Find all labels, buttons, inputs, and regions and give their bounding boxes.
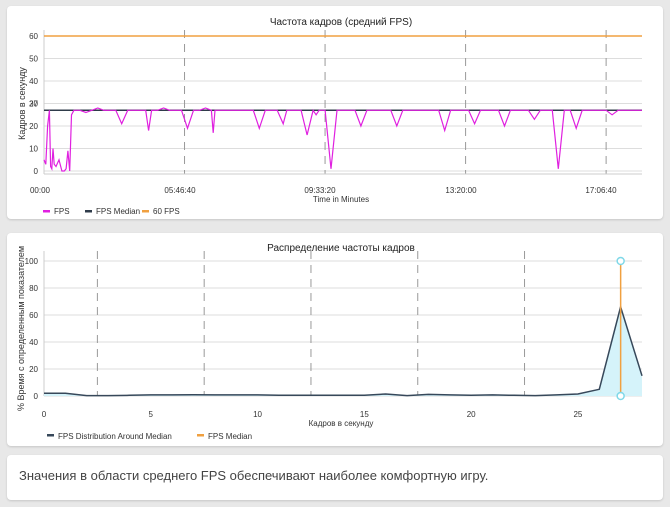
legend-swatch bbox=[43, 210, 50, 213]
y-tick-label: 60 bbox=[29, 32, 38, 41]
y-tick-label: 0 bbox=[34, 167, 39, 176]
legend-label: FPS Median bbox=[96, 207, 140, 216]
median-marker-bottom bbox=[616, 391, 625, 401]
chart-title: Частота кадров (средний FPS) bbox=[270, 17, 412, 28]
x-tick-label: 13:20:00 bbox=[445, 186, 477, 195]
legend-label: 60 FPS bbox=[153, 207, 180, 216]
y-axis-label: % Время с определенным показателем bbox=[16, 246, 26, 411]
y-tick-label: 60 bbox=[29, 311, 38, 320]
x-tick-label: 05:46:40 bbox=[164, 186, 196, 195]
x-tick-label: 20 bbox=[467, 410, 476, 419]
fps-line-chart: Частота кадров (средний FPS) 0 10 20 30 40 50 6… bbox=[17, 17, 642, 216]
x-tick-label: 17:06:40 bbox=[585, 186, 617, 195]
y-tick-label: 80 bbox=[29, 284, 38, 293]
median-tick-label: 27 bbox=[29, 99, 38, 108]
fps-distribution-chart-card: Распределение частоты кадров 0 20 40 60 80 100… bbox=[7, 233, 663, 446]
x-axis-label: Time in Minutes bbox=[313, 195, 369, 204]
fps-series-line bbox=[43, 107, 642, 172]
x-tick-label: 00:00 bbox=[30, 186, 51, 195]
x-axis-label: Кадров в секунду bbox=[309, 419, 374, 428]
x-tick-label: 5 bbox=[149, 410, 154, 419]
distribution-area bbox=[44, 306, 642, 396]
legend-swatch bbox=[85, 210, 92, 213]
fps-distribution-chart: Распределение частоты кадров020406080100… bbox=[16, 243, 643, 441]
legend-label: FPS Distribution Around Median bbox=[58, 432, 172, 441]
info-note-card: Значения в области среднего FPS обеспечи… bbox=[7, 455, 663, 500]
y-tick-label: 100 bbox=[25, 257, 39, 266]
x-tick-label: 15 bbox=[360, 410, 369, 419]
legend-swatch bbox=[142, 210, 149, 213]
legend-label: FPS bbox=[54, 207, 70, 216]
y-tick-label: 20 bbox=[29, 122, 38, 131]
y-tick-label: 10 bbox=[29, 145, 38, 154]
median-marker-top bbox=[616, 256, 625, 266]
legend-swatch bbox=[47, 434, 54, 437]
y-axis-label: Кадров в секунду bbox=[17, 67, 27, 140]
y-tick-label: 30 bbox=[29, 100, 38, 109]
y-tick-label: 20 bbox=[29, 365, 38, 374]
distribution-line bbox=[44, 304, 643, 397]
legend-label: FPS Median bbox=[208, 432, 252, 441]
info-note-text: Значения в области среднего FPS обеспечи… bbox=[19, 468, 489, 483]
y-tick-label: 50 bbox=[29, 55, 38, 64]
x-tick-label: 0 bbox=[42, 410, 47, 419]
legend-swatch bbox=[197, 434, 204, 437]
x-tick-label: 25 bbox=[573, 410, 582, 419]
y-tick-label: 0 bbox=[34, 392, 39, 401]
x-tick-label: 10 bbox=[253, 410, 262, 419]
chart-title: Распределение частоты кадров bbox=[267, 243, 415, 254]
fps-line-chart-card: Частота кадров (средний FPS) 0 10 20 30 40 50 6… bbox=[7, 6, 663, 219]
y-tick-label: 40 bbox=[29, 338, 38, 347]
x-tick-label: 09:33:20 bbox=[304, 186, 336, 195]
y-tick-label: 40 bbox=[29, 77, 38, 86]
